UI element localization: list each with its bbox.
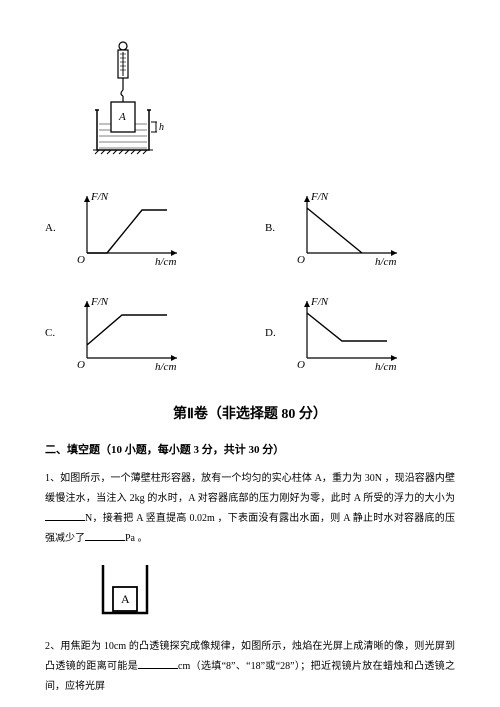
option-a-label: A. — [45, 222, 65, 234]
svg-text:O: O — [77, 359, 85, 371]
question-1: 1、如图所示，一个薄壁柱形容器，放有一个均匀的实心柱体 A，重力为 30N ，现… — [45, 469, 455, 549]
svg-text:F/N: F/N — [90, 296, 109, 308]
graph-options-grid: A. F/N h/cm O B. F/N h/cm O C. — [45, 188, 455, 373]
question-2: 2、用焦距为 10cm 的凸透镜探究成像规律，如图所示，烛焰在光屏上成清晰的像，… — [45, 637, 455, 697]
block-label: A — [118, 111, 126, 123]
container-figure: A — [95, 559, 455, 622]
graph-c: F/N h/cm O — [67, 293, 187, 373]
q2-focal: 10cm — [104, 641, 126, 652]
h-label: h — [159, 122, 164, 133]
section-2-title: 第Ⅱ卷（非选择题 80 分） — [45, 403, 455, 423]
q2-text-1: 2、用焦距为 — [45, 641, 101, 652]
svg-text:F/N: F/N — [310, 296, 329, 308]
option-c-label: C. — [45, 327, 65, 339]
svg-text:O: O — [297, 254, 305, 266]
svg-text:h/cm: h/cm — [375, 256, 396, 268]
q1-unit1: N，接着把 A 竖直提高 — [85, 513, 187, 524]
option-d: D. F/N h/cm O — [265, 293, 455, 373]
svg-text:O: O — [77, 254, 85, 266]
spring-beaker-figure: A h — [85, 40, 455, 163]
blank-3 — [138, 658, 178, 669]
option-b-label: B. — [265, 222, 285, 234]
svg-text:h/cm: h/cm — [155, 361, 176, 373]
q1-weight: 30N — [365, 473, 382, 484]
q1-text-1: 1、如图所示，一个薄壁柱形容器，放有一个均匀的实心柱体 A，重力为 — [45, 473, 362, 484]
container-svg: A — [95, 559, 155, 619]
graph-d: F/N h/cm O — [287, 293, 407, 373]
container-block-label: A — [121, 592, 130, 606]
blank-2 — [85, 530, 125, 541]
blank-1 — [45, 510, 85, 521]
fill-in-header: 二、填空题（10 小题，每小题 3 分，共计 30 分） — [45, 441, 455, 457]
q1-unit2: Pa 。 — [125, 533, 148, 544]
option-a: A. F/N h/cm O — [45, 188, 235, 268]
q1-mass: 2kg — [130, 493, 145, 504]
option-b: B. F/N h/cm O — [265, 188, 455, 268]
spring-svg: A h — [85, 40, 175, 160]
svg-text:h/cm: h/cm — [375, 361, 396, 373]
option-c: C. F/N h/cm O — [45, 293, 235, 373]
svg-text:F/N: F/N — [90, 191, 109, 203]
svg-text:h/cm: h/cm — [155, 256, 176, 268]
graph-b: F/N h/cm O — [287, 188, 407, 268]
option-d-label: D. — [265, 327, 285, 339]
svg-text:O: O — [297, 359, 305, 371]
q1-text-3: 的水时，A 对容器底部的压力刚好为零，此时 A 所受的浮力的大小为 — [147, 493, 455, 504]
svg-text:F/N: F/N — [310, 191, 329, 203]
q1-height: 0.02m — [189, 513, 214, 524]
graph-a: F/N h/cm O — [67, 188, 187, 268]
